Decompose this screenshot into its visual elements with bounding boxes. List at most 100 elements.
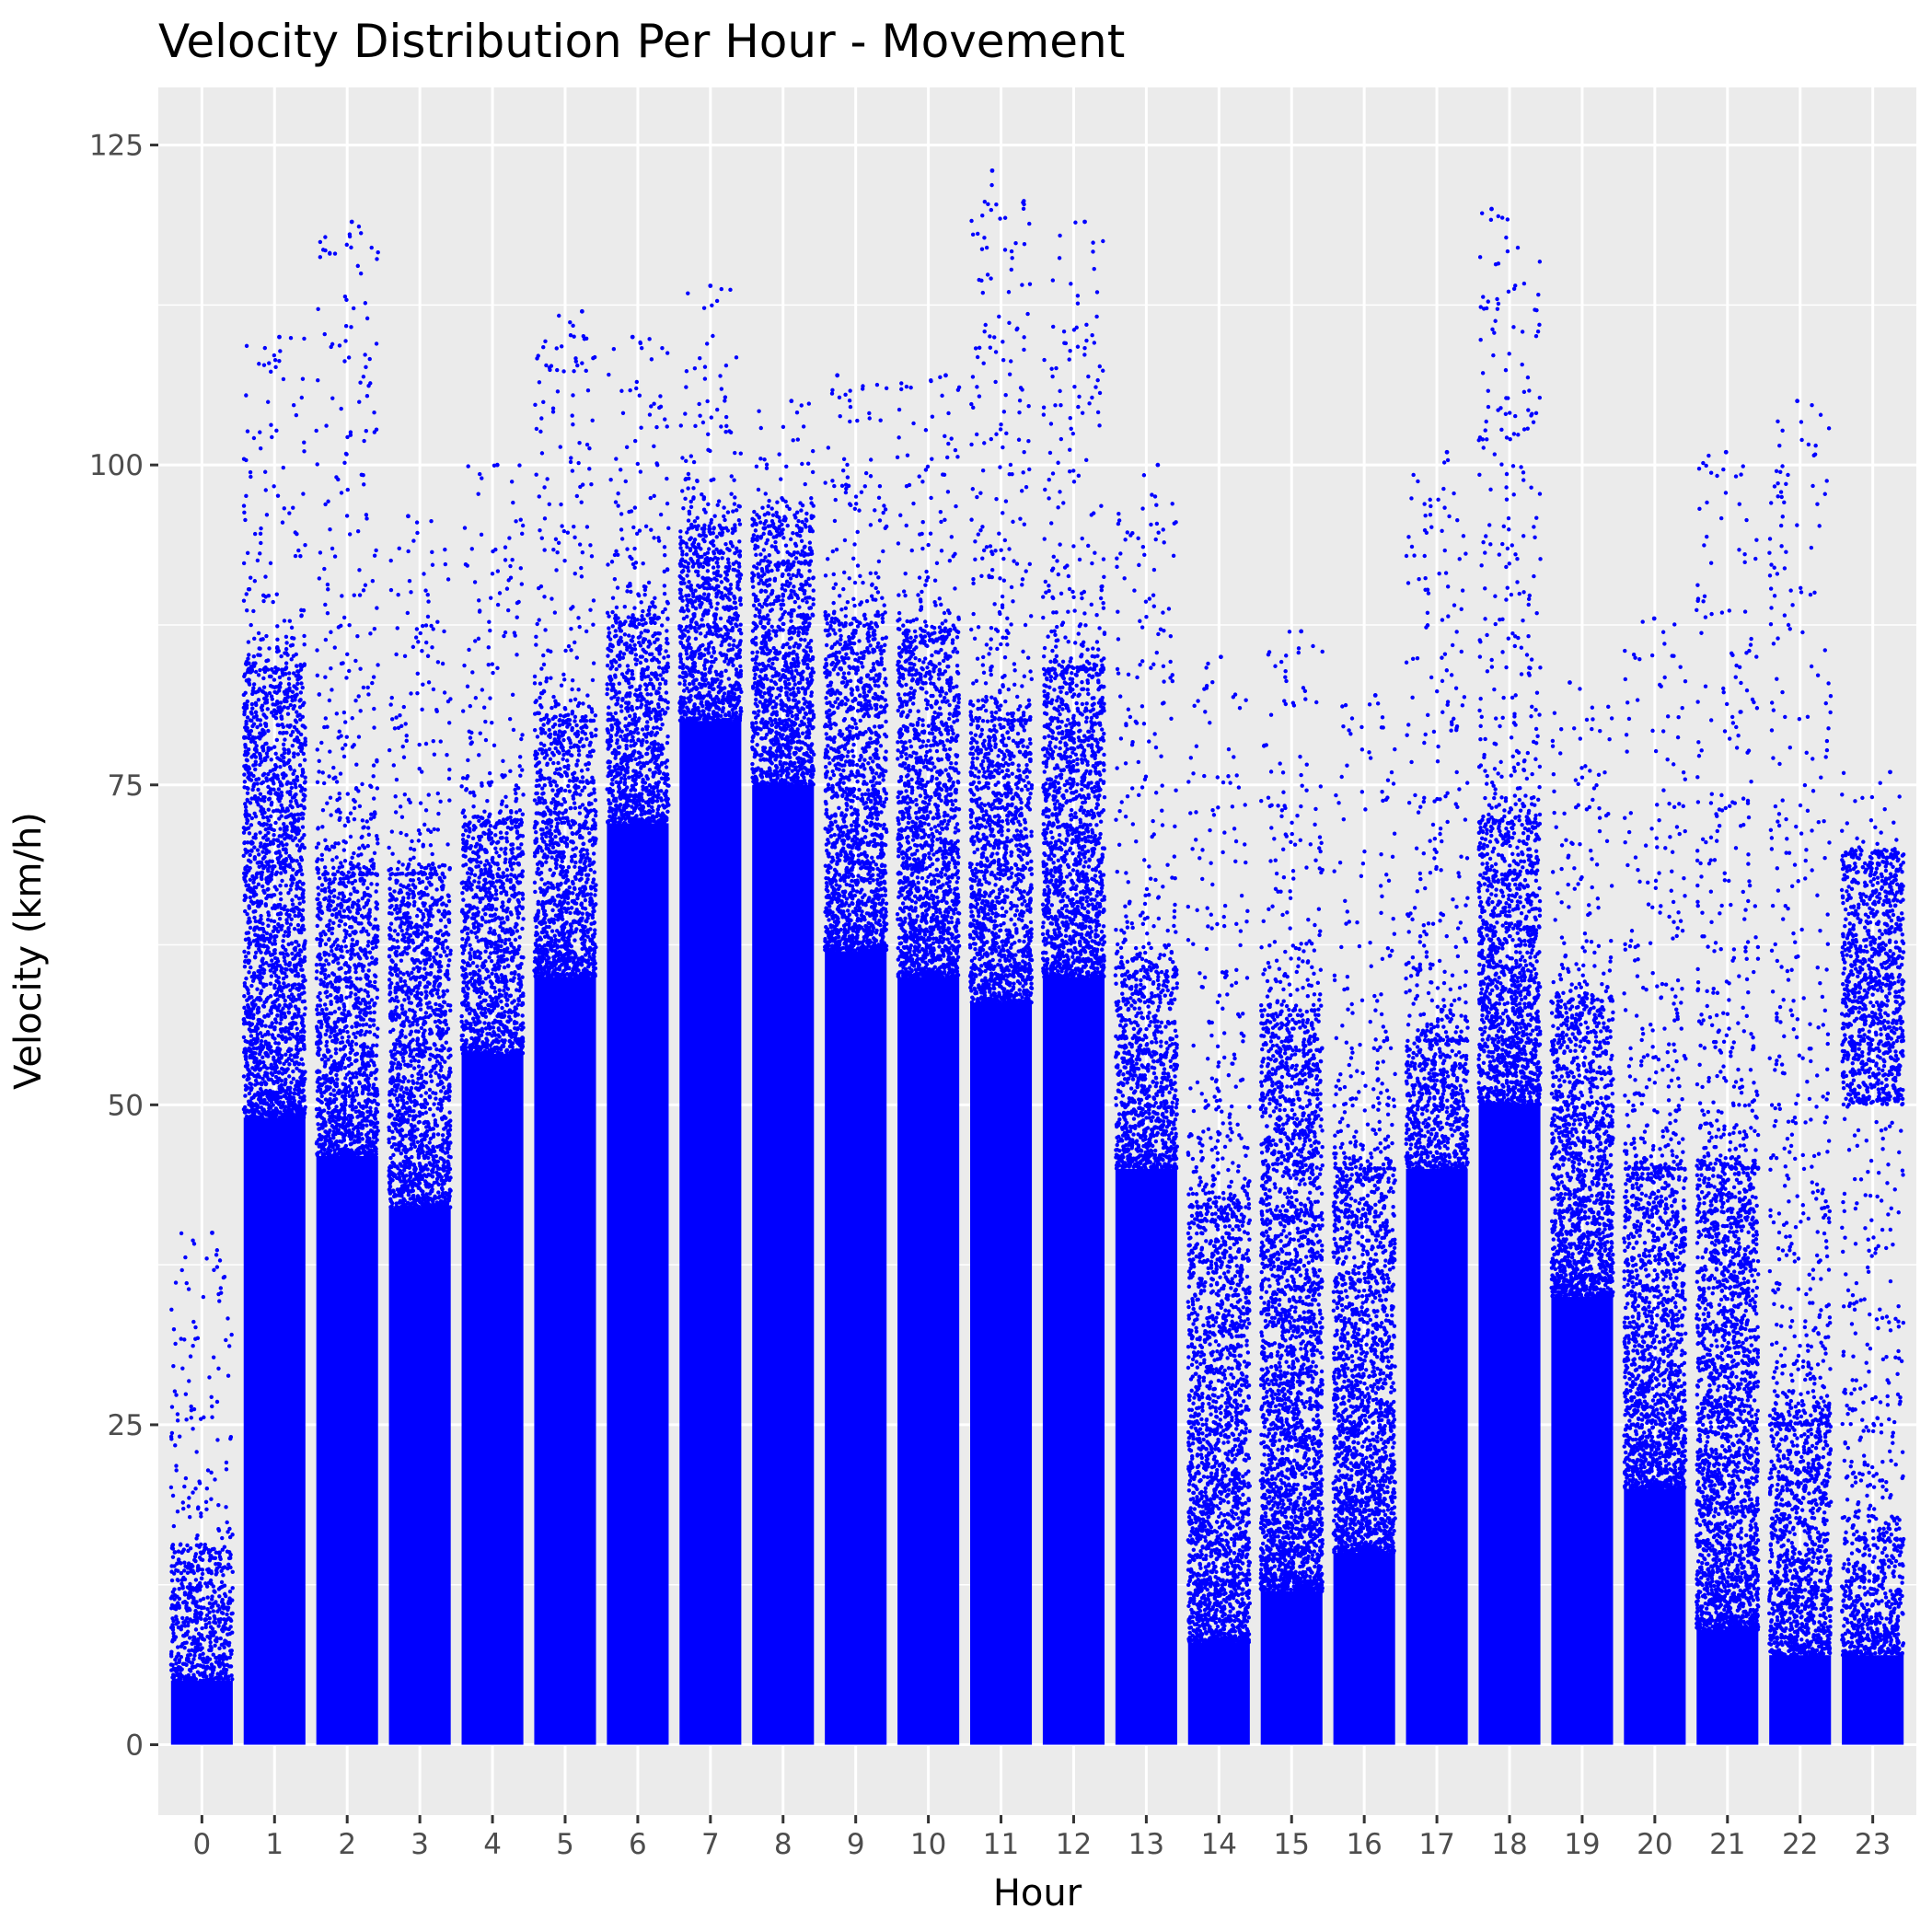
hour-1-point (301, 492, 306, 496)
hour-2-point (337, 1006, 341, 1011)
hour-2-point (330, 1124, 335, 1128)
hour-1-point (272, 832, 276, 838)
hour-1-point (247, 586, 252, 592)
hour-2-point (325, 801, 330, 805)
hour-1-point (282, 933, 286, 938)
hour-2-point (326, 1133, 331, 1139)
hour-2-point (357, 921, 362, 926)
hour-1-point (282, 619, 287, 623)
hour-2-point (350, 915, 355, 920)
hour-1-point (242, 840, 247, 846)
hour-1-point (266, 784, 271, 790)
hour-1-point (296, 548, 301, 553)
hour-0-point (194, 1600, 199, 1604)
hour-2-point (341, 754, 347, 759)
hour-2-point (341, 615, 347, 620)
hour-2-point (347, 932, 353, 938)
hour-2-point (319, 883, 325, 887)
hour-2-point (363, 1099, 368, 1104)
hour-1-point (260, 748, 266, 753)
hour-0-point (215, 1672, 220, 1676)
hour-1-point (251, 880, 256, 885)
hour-2-point (366, 692, 371, 697)
hour-1-point (293, 836, 298, 840)
hour-1-point (274, 649, 280, 654)
hour-1-point (300, 1070, 305, 1074)
hour-0-point (207, 1558, 213, 1563)
hour-2-point (353, 997, 359, 1001)
hour-1-point (286, 914, 292, 919)
hour-2-point (344, 929, 349, 934)
hour-2-point (356, 694, 361, 699)
hour-0-point (184, 1605, 189, 1611)
hour-1-point (275, 792, 280, 797)
hour-2-point (340, 594, 344, 598)
hour-1-point (249, 1039, 253, 1044)
hour-2-point (342, 1082, 348, 1087)
hour-2-point (362, 482, 366, 487)
hour-1-point (242, 949, 247, 954)
hour-2-point (342, 859, 348, 863)
hour-2-point (330, 341, 335, 347)
hour-1-point (277, 688, 282, 693)
hour-2-point (358, 1010, 363, 1015)
hour-2-point (320, 770, 325, 775)
hour-2-point (374, 548, 378, 553)
hour-2-point (323, 248, 328, 253)
hour-0-point (193, 1487, 198, 1491)
hour-2-point (368, 1011, 373, 1015)
hour-2-point (364, 394, 370, 399)
hour-2-point (375, 907, 379, 911)
hour-1-point (288, 887, 293, 892)
hour-2-point (348, 862, 353, 866)
hour-1-point (275, 493, 281, 498)
hour-3-point (405, 970, 410, 975)
hour-0-point (229, 1612, 234, 1616)
hour-1-point (298, 698, 303, 702)
hour-1-point (258, 646, 262, 651)
hour-2-point (323, 602, 328, 607)
hour-2-point (332, 554, 338, 559)
hour-2-point (317, 875, 322, 881)
hour-1-point (244, 1048, 249, 1054)
hour-3-point (435, 1132, 441, 1137)
hour-2-point (371, 796, 376, 801)
hour-0-point (204, 1256, 209, 1261)
hour-1-point (281, 939, 285, 943)
hour-1-point (285, 1115, 290, 1119)
hour-0-point (171, 1327, 177, 1332)
hour-0-point (191, 1664, 196, 1670)
hour-2-point (314, 428, 318, 434)
hour-1-point (250, 901, 256, 906)
hour-1-point (300, 825, 306, 829)
hour-2-point (372, 1010, 376, 1015)
hour-1-point (281, 977, 286, 981)
hour-2-point (322, 972, 328, 977)
hour-1-point (292, 926, 297, 931)
hour-1-point (261, 1059, 266, 1065)
hour-3-point (417, 1119, 422, 1125)
hour-1-point (258, 723, 263, 727)
hour-0-point (179, 1655, 184, 1660)
hour-1-point (250, 840, 255, 845)
hour-1-point (274, 737, 280, 743)
hour-2-point (340, 998, 344, 1002)
hour-1-point (288, 922, 294, 927)
hour-3-point (424, 946, 429, 951)
hour-2-point (350, 950, 354, 954)
hour-2-point (354, 1051, 360, 1057)
hour-1-point (253, 1107, 258, 1113)
hour-3-point (396, 999, 400, 1004)
hour-1-point (277, 1051, 282, 1056)
hour-2-point (365, 990, 370, 995)
hour-1-point (277, 834, 282, 839)
hour-2-point (339, 954, 343, 959)
hour-2-point (374, 872, 379, 877)
hour-2-point (332, 645, 337, 650)
hour-1-point (244, 931, 249, 936)
hour-0-point (220, 1597, 225, 1602)
hour-2-point (326, 587, 330, 592)
hour-1-point (244, 976, 249, 981)
hour-1-point (272, 774, 278, 780)
hour-1-point (293, 913, 297, 919)
